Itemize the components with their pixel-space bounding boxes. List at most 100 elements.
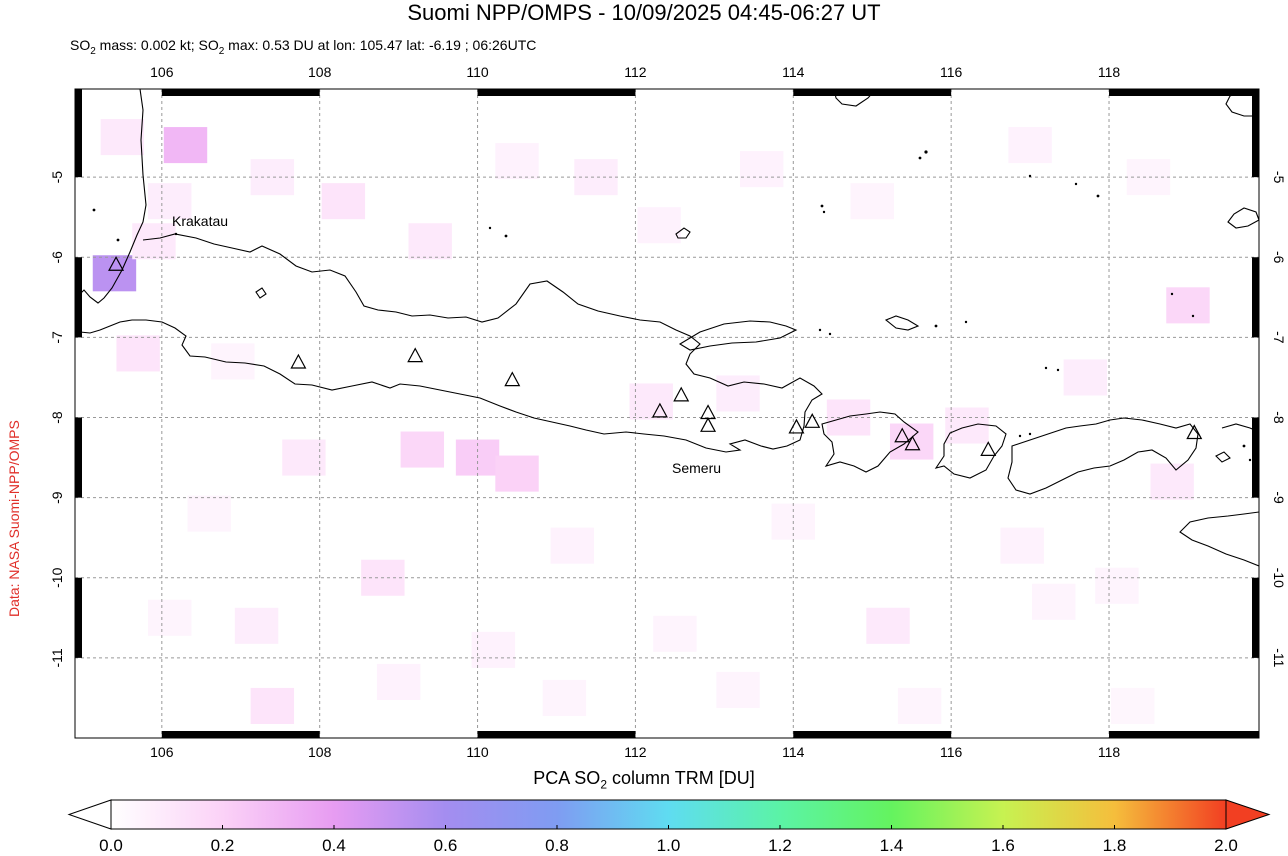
coastline-lombok bbox=[934, 423, 1007, 479]
volcano-triangle-marker bbox=[673, 386, 690, 402]
frame-band-right bbox=[1252, 577, 1259, 658]
frame-band-left bbox=[75, 257, 82, 338]
lon-tick-label-top: 108 bbox=[308, 64, 332, 80]
lat-tick-label-left: -11 bbox=[49, 648, 65, 667]
so2-pixel bbox=[629, 383, 673, 420]
volcano-triangle-marker bbox=[904, 435, 921, 451]
so2-pixel bbox=[866, 607, 910, 644]
lat-tick-label-right: -8 bbox=[1271, 411, 1287, 424]
island-sangeang bbox=[1215, 451, 1231, 463]
so2-pixel bbox=[945, 407, 989, 444]
colorbar-tick-label: 0.0 bbox=[99, 836, 123, 855]
so2-pixel bbox=[408, 223, 452, 260]
lon-tick-label-top: 114 bbox=[782, 64, 805, 80]
so2-pixel bbox=[637, 207, 681, 244]
island-kangean bbox=[884, 315, 920, 331]
colorbar-tick-label: 0.8 bbox=[545, 836, 569, 855]
lat-tick-label-left: -7 bbox=[49, 331, 65, 344]
coastline-sumatra bbox=[75, 89, 147, 304]
colorbar-max-arrow bbox=[1225, 799, 1271, 830]
frame-band-right bbox=[1252, 89, 1259, 178]
so2-pixel bbox=[148, 599, 192, 636]
volcano-markers bbox=[108, 256, 1203, 456]
lon-tick-label-top: 106 bbox=[150, 64, 174, 80]
colorbar-tick-label: 1.0 bbox=[656, 836, 681, 855]
volcano-triangle-marker bbox=[700, 417, 717, 432]
frame-band-top bbox=[161, 89, 320, 96]
so2-pixel bbox=[716, 375, 760, 412]
lat-tick-label-left: -10 bbox=[49, 567, 65, 587]
volcano-triangle-marker bbox=[894, 427, 911, 443]
volcano-label-semeru: Semeru bbox=[672, 460, 721, 476]
frame-band-left bbox=[75, 577, 82, 658]
frame-band-left bbox=[75, 89, 82, 178]
island-sebuku bbox=[1227, 207, 1259, 229]
colorbar-tick-label: 0.6 bbox=[433, 836, 458, 855]
coastline-borneo bbox=[833, 89, 877, 107]
lon-tick-label-bottom: 118 bbox=[1098, 744, 1121, 760]
lon-tick-label-bottom: 114 bbox=[782, 744, 805, 760]
frame-band-top bbox=[1109, 89, 1259, 96]
so2-pixel bbox=[282, 439, 326, 476]
frame-band-top bbox=[793, 89, 952, 96]
volcano-label-krakatau: Krakatau bbox=[172, 213, 228, 229]
so2-pixel bbox=[148, 183, 192, 220]
lon-tick-label-top: 112 bbox=[624, 64, 647, 80]
so2-pixel bbox=[321, 183, 366, 220]
frame-band-right bbox=[1252, 257, 1259, 338]
so2-pixel bbox=[400, 431, 445, 468]
so2-mass-summary: SO2 mass: 0.002 kt; SO2 max: 0.53 DU at … bbox=[70, 37, 537, 57]
axis-tick-labels: 106 106 108 108 110 110 112 112 114 114 116 116 118 1… bbox=[49, 64, 1287, 760]
coastline-bali bbox=[821, 411, 919, 473]
so2-pixel bbox=[495, 143, 539, 180]
colorbar-tick-label: 1.2 bbox=[768, 836, 792, 855]
so2-pixel bbox=[1111, 687, 1155, 724]
graticule bbox=[75, 89, 1259, 738]
colorbar-tick-label: 0.4 bbox=[322, 836, 346, 855]
lon-tick-label-top: 118 bbox=[1098, 64, 1121, 80]
frame-band-bottom bbox=[793, 731, 952, 738]
colorbar-tick-label: 1.6 bbox=[991, 836, 1015, 855]
so2-pixel bbox=[1063, 359, 1108, 396]
lon-tick-label-bottom: 116 bbox=[940, 744, 963, 760]
volcano-triangle-marker bbox=[407, 347, 424, 363]
lat-tick-label-left: -6 bbox=[49, 251, 65, 264]
so2-pixel bbox=[1008, 127, 1052, 164]
so2-pixel bbox=[716, 671, 760, 708]
so2-pixel bbox=[1166, 287, 1210, 324]
so2-pixel bbox=[1000, 527, 1044, 564]
frame-band-bottom bbox=[161, 731, 320, 738]
so2-pixel bbox=[495, 455, 539, 492]
map-border bbox=[74, 88, 1260, 739]
frame-band-bottom bbox=[1109, 731, 1259, 738]
coastlines bbox=[75, 89, 1259, 567]
colorbar-tick-label: 1.4 bbox=[879, 836, 904, 855]
so2-pixel bbox=[850, 183, 894, 220]
lat-tick-label-left: -5 bbox=[49, 171, 65, 184]
colorbar-title: PCA SO2 column TRM [DU] bbox=[533, 768, 755, 792]
lat-tick-label-left: -9 bbox=[49, 491, 65, 504]
so2-pixel bbox=[187, 495, 231, 532]
frame-band-top bbox=[477, 89, 636, 96]
lon-tick-label-bottom: 112 bbox=[624, 744, 647, 760]
coastline-sumba bbox=[1179, 511, 1259, 567]
small-islands bbox=[92, 150, 1252, 462]
lon-tick-label-top: 110 bbox=[466, 64, 489, 80]
lon-tick-label-bottom: 106 bbox=[150, 744, 174, 760]
colorbar-gradient bbox=[110, 799, 1227, 830]
lat-tick-label-right: -11 bbox=[1271, 648, 1287, 667]
so2-pixel bbox=[234, 607, 279, 644]
so2-pixel bbox=[250, 687, 295, 724]
colorbar-tick-label: 1.8 bbox=[1102, 836, 1127, 855]
lon-tick-label-top: 116 bbox=[940, 64, 963, 80]
island-bawean bbox=[675, 227, 691, 239]
so2-pixel bbox=[116, 335, 160, 372]
frame-band-right bbox=[1252, 417, 1259, 498]
frame-band-left bbox=[75, 417, 82, 498]
colorbar-min-arrow bbox=[67, 799, 112, 830]
lat-tick-label-right: -9 bbox=[1271, 491, 1287, 504]
so2-pixel bbox=[897, 687, 942, 724]
so2-pixels-layer bbox=[92, 119, 1210, 724]
so2-pixel bbox=[376, 663, 421, 700]
